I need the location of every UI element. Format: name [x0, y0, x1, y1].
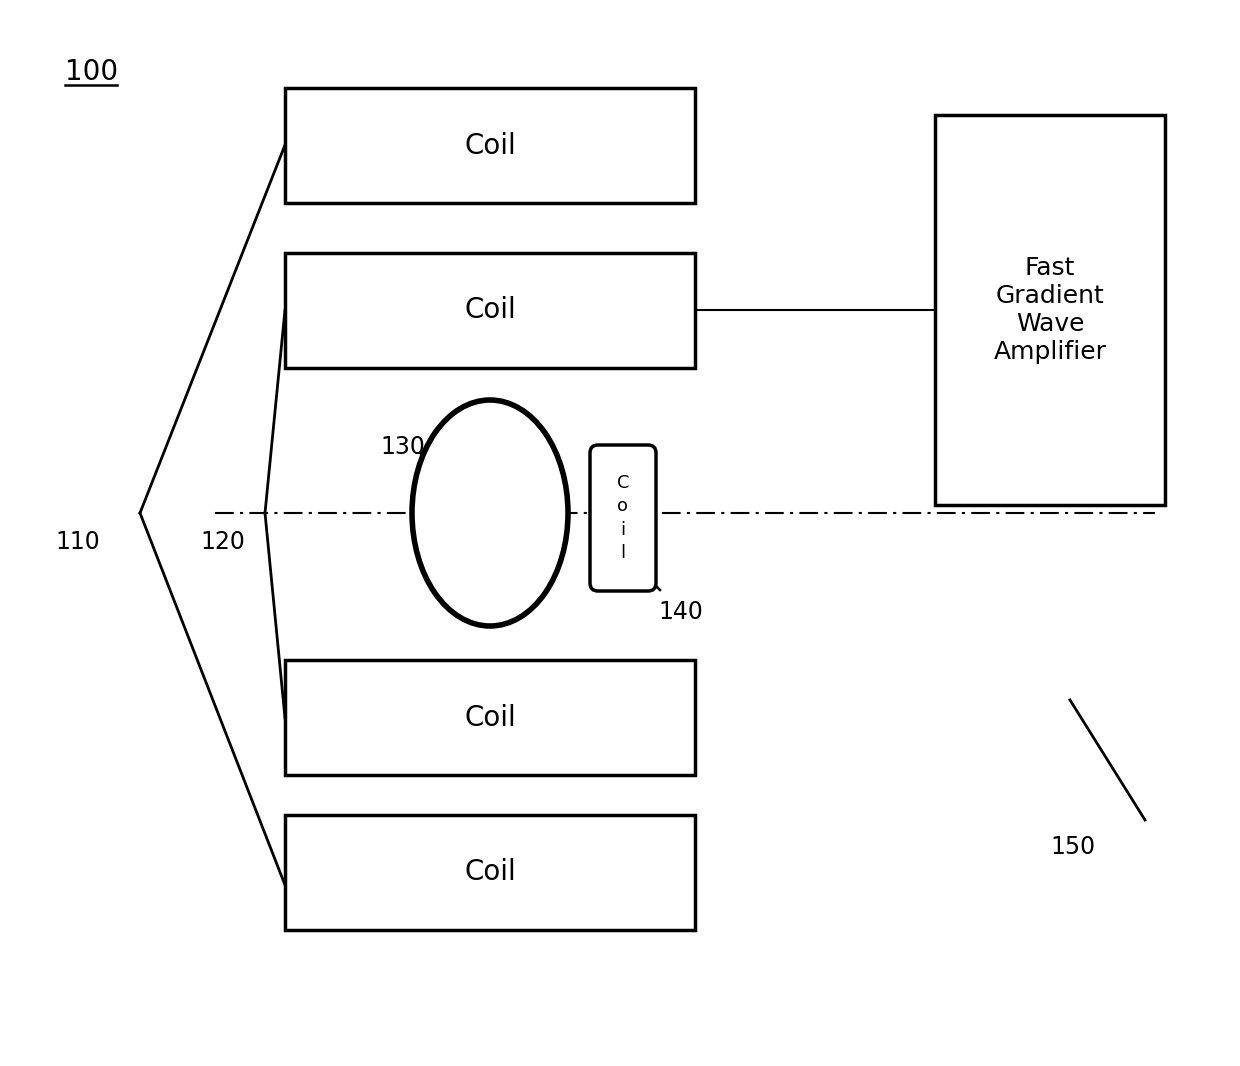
- Bar: [285, 660, 694, 775]
- Text: 130: 130: [379, 435, 425, 459]
- Text: Coil: Coil: [464, 704, 516, 731]
- Bar: [285, 88, 694, 203]
- Text: 100: 100: [64, 58, 118, 86]
- Text: 140: 140: [658, 600, 703, 624]
- Text: 120: 120: [200, 530, 244, 554]
- Text: Coil: Coil: [464, 296, 516, 324]
- Bar: [285, 253, 694, 368]
- Text: Coil: Coil: [464, 131, 516, 160]
- Bar: [285, 815, 694, 930]
- Text: C
o
i
l: C o i l: [616, 473, 629, 563]
- Text: Fast
Gradient
Wave
Amplifier: Fast Gradient Wave Amplifier: [993, 256, 1106, 364]
- Ellipse shape: [412, 400, 568, 626]
- Text: Coil: Coil: [464, 858, 516, 887]
- Bar: [935, 115, 1166, 505]
- Text: 150: 150: [1050, 835, 1095, 859]
- Text: 110: 110: [55, 530, 99, 554]
- FancyBboxPatch shape: [590, 445, 656, 591]
